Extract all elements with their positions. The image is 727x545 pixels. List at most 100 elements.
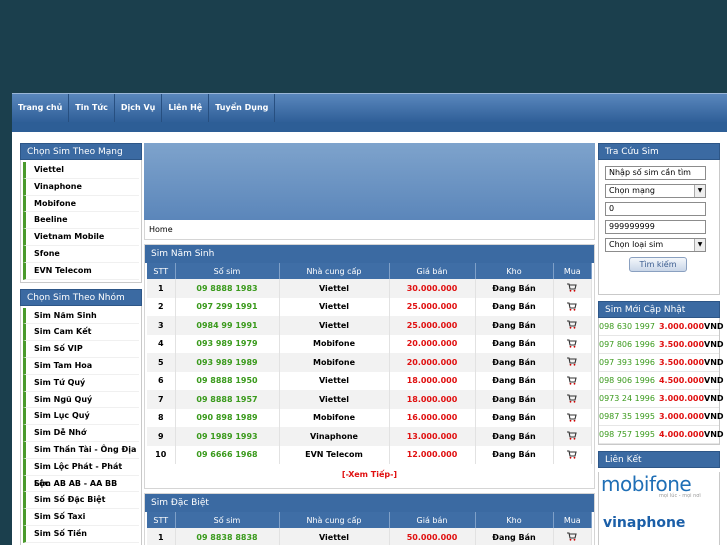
new-sim-price: 4.500.000 [658, 376, 705, 385]
cart-icon[interactable] [567, 283, 577, 292]
group-item[interactable]: Sim Số VIP [23, 341, 139, 358]
new-sim-number: 0973 24 1996 [599, 394, 655, 403]
buy-cell [553, 279, 592, 298]
new-sim-number: 098 757 1995 [599, 430, 655, 439]
group-item[interactable]: Sim AB AB - AA BB [23, 475, 139, 493]
right-sidebar: Tra Cứu Sim Nhập số sim cần tìm Chọn mạn… [598, 143, 724, 545]
new-sim-item[interactable]: 098 757 1995 4.000.000VND [599, 426, 724, 444]
page-container: Trang chủ Tin Tức Dịch Vụ Liên Hệ Tuyển … [12, 93, 727, 545]
new-sim-currency: VND [704, 376, 724, 385]
group-item[interactable]: Sim Cam Kết [23, 324, 139, 342]
stock-cell: Đang Bán [475, 528, 554, 545]
new-sim-price: 3.000.000 [658, 412, 705, 421]
cart-icon[interactable] [567, 450, 577, 459]
cart-icon[interactable] [567, 394, 577, 403]
network-item-vietnam-mobile[interactable]: Vietnam Mobile [23, 229, 139, 246]
network-select[interactable]: Chọn mạng ▼ [605, 184, 706, 198]
cart-icon[interactable] [567, 320, 577, 329]
nav-home[interactable]: Trang chủ [12, 94, 70, 122]
group-item[interactable]: Sim Lộc Phát - Phát Lộc [23, 458, 139, 488]
sim-number-cell[interactable]: 09 8888 1950 [175, 371, 280, 390]
new-sim-item[interactable]: 098 906 1996 4.500.000VND [599, 372, 724, 390]
provider-cell: EVN Telecom [279, 445, 390, 464]
cart-icon[interactable] [567, 376, 577, 385]
table-row: 5 093 989 1989 Mobifone 20.000.000 Đang Bán [147, 353, 592, 372]
cart-icon[interactable] [567, 339, 577, 348]
sim-number-cell[interactable]: 09 6666 1968 [175, 445, 280, 464]
new-sim-item[interactable]: 0987 35 1995 3.000.000VND [599, 408, 724, 426]
sim-number-cell[interactable]: 097 299 1991 [175, 297, 280, 316]
group-item[interactable]: Sim Tứ Quý [23, 374, 139, 392]
price-cell: 50.000.000 [389, 528, 476, 545]
price-cell: 13.000.000 [389, 427, 476, 446]
cart-icon[interactable] [567, 413, 577, 422]
mobifone-logo[interactable]: mobifone [601, 472, 692, 496]
new-sim-item[interactable]: 097 806 1996 3.500.000VND [599, 336, 724, 354]
breadcrumb[interactable]: Home [144, 220, 595, 240]
max-price-input[interactable]: 999999999 [605, 220, 706, 234]
col-header-price: Giá bán [389, 263, 476, 279]
new-sim-item[interactable]: 098 630 1997 3.000.000VND [599, 318, 724, 336]
buy-cell [553, 297, 592, 316]
sim-number-cell[interactable]: 09 8888 1957 [175, 390, 280, 409]
network-item-evn-telecom[interactable]: EVN Telecom [23, 262, 139, 280]
sim-number-cell[interactable]: 090 898 1989 [175, 408, 280, 427]
network-item-viettel[interactable]: Viettel [23, 162, 139, 179]
cart-icon[interactable] [567, 532, 577, 541]
group-item[interactable]: Sim Dễ Nhớ [23, 425, 139, 442]
table-row: 6 09 8888 1950 Viettel 18.000.000 Đang Bán [147, 371, 592, 390]
search-button[interactable]: Tìm kiếm [629, 257, 687, 272]
new-sim-price: 4.000.000 [658, 430, 705, 439]
sim-number-cell[interactable]: 09 8888 1983 [175, 279, 280, 298]
network-select-value: Chọn mạng [609, 186, 656, 195]
provider-cell: Mobifone [279, 353, 390, 372]
new-sim-item[interactable]: 097 393 1996 3.500.000VND [599, 354, 724, 372]
nav-services[interactable]: Dịch Vụ [115, 94, 163, 122]
sim-type-select[interactable]: Chọn loại sim ▼ [605, 238, 706, 252]
sim-number-cell[interactable]: 093 989 1989 [175, 353, 280, 372]
stock-cell: Đang Bán [475, 427, 554, 446]
price-cell: 12.000.000 [389, 445, 476, 464]
group-item[interactable]: Sim Số Đặc Biệt [23, 492, 139, 510]
network-item-mobifone[interactable]: Mobifone [23, 195, 139, 213]
network-item-vinaphone[interactable]: Vinaphone [23, 178, 139, 196]
cart-icon[interactable] [567, 431, 577, 440]
sim-number-cell[interactable]: 093 989 1979 [175, 334, 280, 353]
sim-search-input[interactable]: Nhập số sim cần tìm [605, 166, 706, 180]
price-cell: 25.000.000 [389, 297, 476, 316]
group-item[interactable]: Sim Thần Tài - Ông Địa [23, 441, 139, 459]
provider-cell: Mobifone [279, 334, 390, 353]
sim-number-cell[interactable]: 09 1989 1993 [175, 427, 280, 446]
col-header-buy: Mua [553, 263, 592, 279]
cart-icon[interactable] [567, 302, 577, 311]
stock-cell: Đang Bán [475, 390, 554, 409]
sim-type-select-value: Chọn loại sim [609, 240, 664, 249]
buy-cell [553, 371, 592, 390]
col-header-stock: Kho [475, 263, 554, 279]
stock-cell: Đang Bán [475, 353, 554, 372]
min-price-input[interactable]: 0 [605, 202, 706, 216]
cart-icon[interactable] [567, 357, 577, 366]
col-header-number: Số sim [175, 512, 280, 528]
sim-number-cell[interactable]: 09 8838 8838 [175, 528, 280, 545]
group-item[interactable]: Sim Ngũ Quý [23, 391, 139, 409]
see-more-link[interactable]: [-Xem Tiếp-] [341, 470, 398, 479]
group-item[interactable]: Sim Năm Sinh [23, 307, 139, 325]
new-sims-title: Sim Mới Cập Nhật [598, 301, 720, 318]
provider-cell: Viettel [279, 528, 390, 545]
group-item[interactable]: Sim Số Tiền [23, 525, 139, 543]
new-sim-item[interactable]: 0973 24 1996 3.000.000VND [599, 390, 724, 408]
nav-news[interactable]: Tin Tức [69, 94, 115, 122]
vinaphone-logo[interactable]: vinaphone [603, 515, 686, 531]
nav-contact[interactable]: Liên Hệ [162, 94, 210, 122]
left-sidebar: Chọn Sim Theo Mạng Viettel Vinaphone Mob… [20, 143, 142, 545]
group-item[interactable]: Sim Tam Hoa [23, 357, 139, 375]
new-sim-currency: VND [704, 322, 724, 331]
price-cell: 20.000.000 [389, 334, 476, 353]
nav-jobs[interactable]: Tuyển Dụng [209, 94, 276, 122]
network-item-beeline[interactable]: Beeline [23, 212, 139, 230]
network-item-sfone[interactable]: Sfone [23, 245, 139, 263]
sim-number-cell[interactable]: 0984 99 1991 [175, 316, 280, 335]
group-item[interactable]: Sim Số Taxi [23, 509, 139, 526]
group-item[interactable]: Sim Lục Quý [23, 408, 139, 426]
